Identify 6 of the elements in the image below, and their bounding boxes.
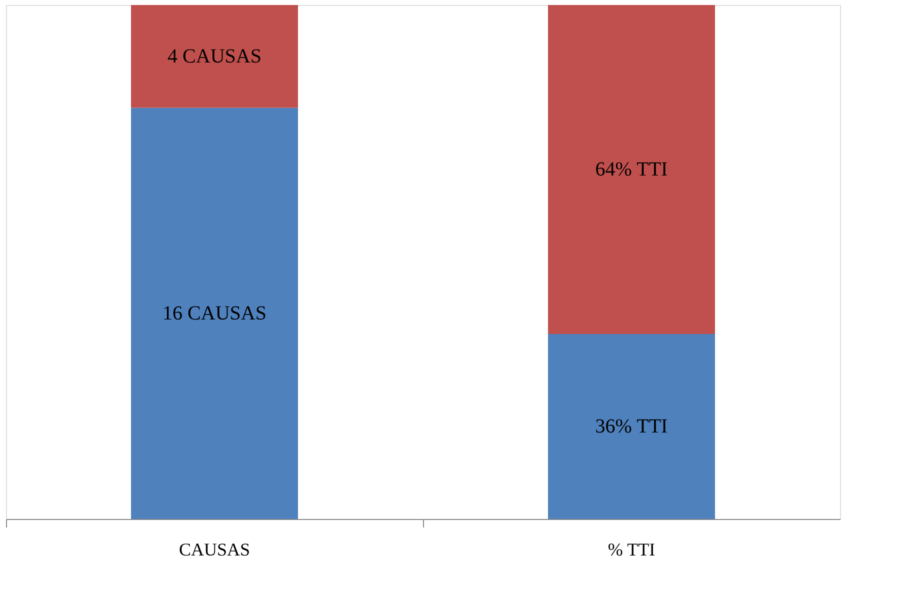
x-tick-label: CAUSAS bbox=[178, 540, 250, 560]
annotation: 36% TTI bbox=[595, 415, 668, 438]
annotation: 4 CAUSAS bbox=[168, 45, 262, 68]
x-tick-label: % TTI bbox=[608, 540, 656, 560]
annotation: 64% TTI bbox=[595, 158, 668, 180]
annotation: 16 CAUSAS bbox=[162, 302, 266, 324]
